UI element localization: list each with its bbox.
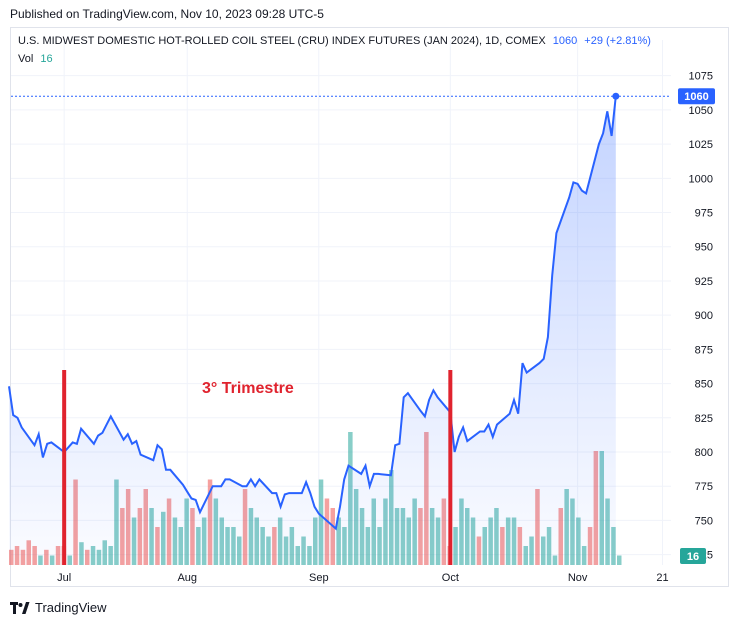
- last-price-dot: [612, 92, 620, 100]
- y-tick-label: 1050: [689, 105, 713, 117]
- y-tick-label: 750: [695, 515, 713, 527]
- symbol-title: U.S. MIDWEST DOMESTIC HOT-ROLLED COIL ST…: [18, 35, 546, 47]
- x-tick-label: Oct: [442, 572, 459, 584]
- y-tick-label: 875: [695, 344, 713, 356]
- volume-legend: Vol 16: [18, 53, 53, 65]
- y-tick-label: 1000: [689, 173, 713, 185]
- y-tick-label: 1025: [689, 139, 713, 151]
- chart-frame: [10, 27, 729, 587]
- published-caption: Published on TradingView.com, Nov 10, 20…: [10, 7, 324, 21]
- y-tick-label: 775: [695, 481, 713, 493]
- footer: TradingView: [10, 600, 107, 615]
- x-tick-label: Nov: [568, 572, 588, 584]
- y-axis: 7257507758008258508759009259509751000102…: [689, 71, 713, 562]
- volume-legend-label: Vol: [18, 53, 34, 65]
- volume-label: 16: [687, 551, 699, 563]
- y-tick-label: 925: [695, 276, 713, 288]
- quarter-markers: [62, 370, 453, 565]
- annotation-label: 3° Trimestre: [202, 380, 294, 397]
- x-axis: Jul Aug Sep Oct Nov 21: [57, 572, 669, 584]
- brand-name: TradingView: [35, 600, 107, 615]
- tradingview-logo-icon[interactable]: [10, 601, 30, 615]
- legend-change: +29 (+2.81%): [584, 35, 651, 47]
- x-tick-label: Aug: [177, 572, 197, 584]
- y-tick-label: 825: [695, 413, 713, 425]
- y-tick-label: 800: [695, 447, 713, 459]
- volume-bar: [617, 555, 622, 565]
- legend-value: 1060: [552, 35, 578, 47]
- volume-legend-value: 16: [40, 53, 53, 65]
- x-tick-label: 21: [656, 572, 668, 584]
- x-tick-label: Jul: [57, 572, 71, 584]
- x-tick-label: Sep: [309, 572, 329, 584]
- volume-badge: 16: [680, 548, 706, 564]
- y-tick-label: 850: [695, 379, 713, 391]
- last-price-label: 1060: [684, 91, 708, 103]
- y-tick-label: 900: [695, 310, 713, 322]
- last-price-badge: 1060: [678, 88, 715, 105]
- price-area: [9, 96, 616, 565]
- y-tick-label: 975: [695, 208, 713, 220]
- chart-legend: U.S. MIDWEST DOMESTIC HOT-ROLLED COIL ST…: [18, 35, 651, 47]
- y-tick-label: 950: [695, 242, 713, 254]
- y-tick-label: 1075: [689, 71, 713, 83]
- price-line: [8, 96, 617, 531]
